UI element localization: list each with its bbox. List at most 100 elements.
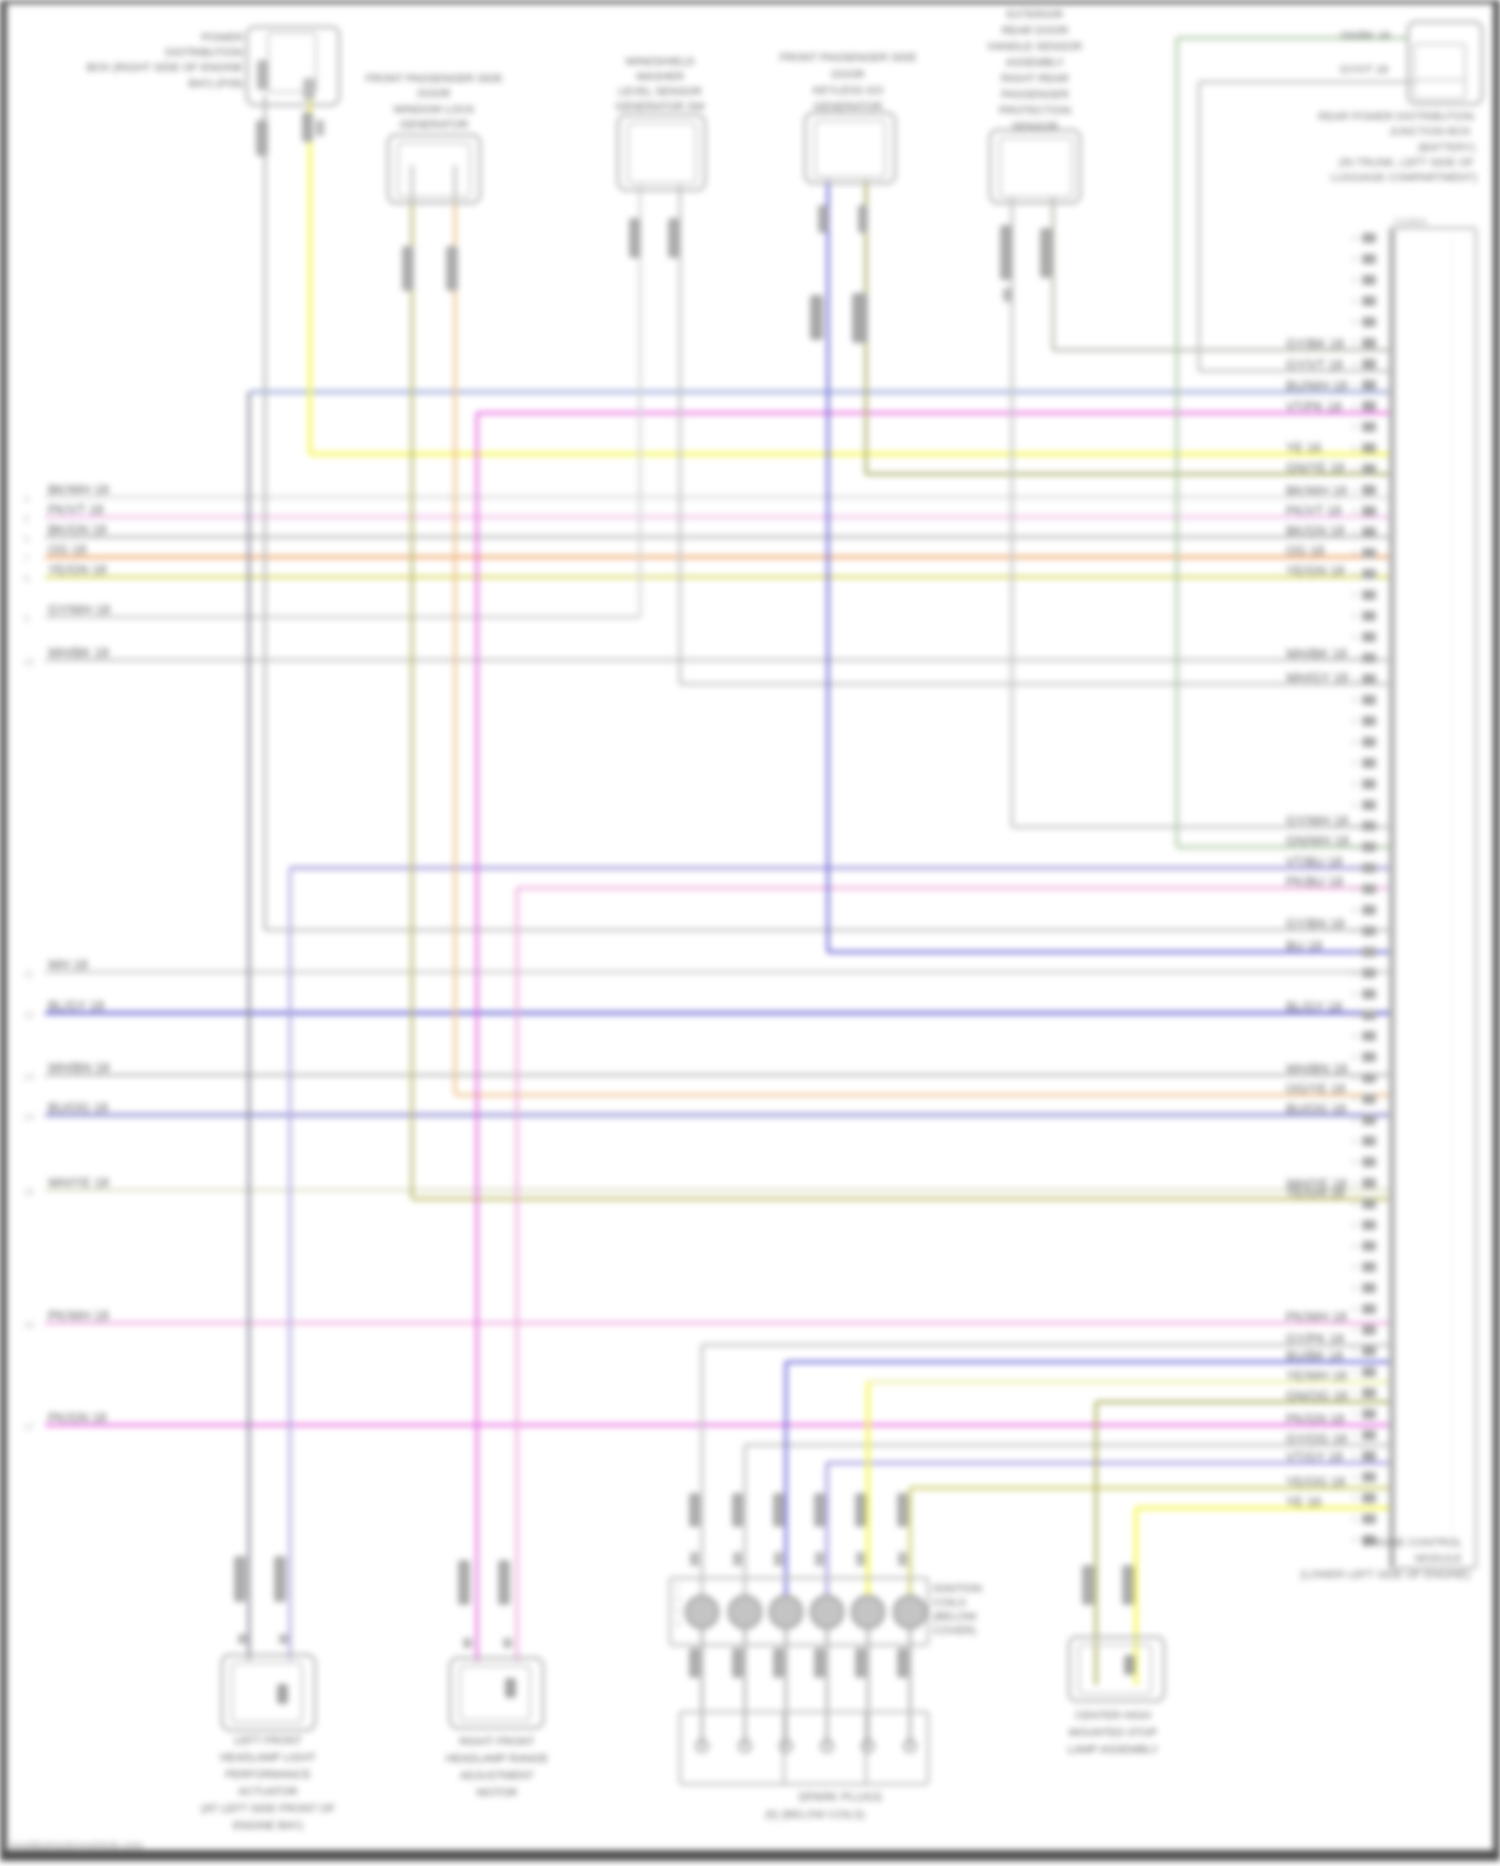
svg-text:BU/WH 18: BU/WH 18 [1286,378,1347,393]
svg-text:WINDOW LOCK: WINDOW LOCK [393,104,475,116]
svg-text:9: 9 [1352,1326,1357,1335]
svg-text:LEVEL SENSOR: LEVEL SENSOR [618,86,701,98]
svg-text:WH/BK 18: WH/BK 18 [48,645,109,660]
svg-text:GY/BK 18: GY/BK 18 [1286,336,1344,351]
svg-text:GY/OG 18: GY/OG 18 [1286,1431,1347,1446]
svg-text:9: 9 [1352,507,1357,516]
svg-text:9: 9 [1352,1179,1357,1188]
svg-text:IGNITION: IGNITION [933,1583,982,1595]
svg-text:WH 18: WH 18 [48,957,88,972]
svg-text:9: 9 [1352,1494,1357,1503]
svg-text:(AT LEFT SIDE FRONT OF: (AT LEFT SIDE FRONT OF [201,1803,336,1815]
svg-text:GN/WH 18: GN/WH 18 [1286,833,1349,848]
svg-text:BL/GY 18: BL/GY 18 [48,998,104,1013]
svg-text:1: 1 [676,1583,681,1592]
svg-text:BU/BK 18: BU/BK 18 [1286,1348,1343,1363]
svg-text:SENSOR: SENSOR [1012,121,1059,133]
svg-text:9: 9 [1352,1452,1357,1461]
svg-text:10: 10 [24,657,34,667]
svg-text:9: 9 [1352,1305,1357,1314]
svg-text:2: 2 [676,1595,681,1604]
svg-text:7: 7 [24,554,29,564]
svg-text:OG/YE 18: OG/YE 18 [1286,1081,1345,1096]
svg-text:PK/BU 18: PK/BU 18 [1286,874,1343,889]
svg-text:9: 9 [1352,654,1357,663]
svg-text:COVER): COVER) [933,1625,976,1637]
svg-text:CENTER HIGH: CENTER HIGH [1075,1710,1151,1722]
svg-text:MOUNTED STOP: MOUNTED STOP [1069,1727,1157,1739]
svg-text:DISTRIBUTION: DISTRIBUTION [165,47,243,59]
svg-text:HEADLAMP LIGHT: HEADLAMP LIGHT [220,1752,316,1764]
svg-text:LUGGAGE COMPARTMENT): LUGGAGE COMPARTMENT) [1331,172,1477,184]
svg-text:EXTERIOR: EXTERIOR [1007,9,1063,21]
svg-text:troubleshootmyvehicle.com: troubleshootmyvehicle.com [10,1840,143,1852]
svg-text:RIGHT FRONT: RIGHT FRONT [460,1736,535,1748]
svg-text:9: 9 [1352,696,1357,705]
svg-text:9: 9 [1352,1116,1357,1125]
svg-text:9: 9 [1352,1389,1357,1398]
svg-text:9: 9 [1352,1473,1357,1482]
svg-text:PASSENGER: PASSENGER [1001,89,1069,101]
svg-text:9: 9 [1352,906,1357,915]
svg-text:9: 9 [1352,1368,1357,1377]
svg-text:COILS: COILS [933,1597,966,1609]
svg-text:9: 9 [1352,1431,1357,1440]
svg-text:BU 18: BU 18 [1286,938,1322,953]
svg-text:HEADLAMP RANGE: HEADLAMP RANGE [446,1753,549,1765]
svg-text:YE/WH 18: YE/WH 18 [1286,1368,1347,1383]
svg-text:9: 9 [1352,633,1357,642]
svg-text:9: 9 [1352,1032,1357,1041]
svg-text:BK/WH 18: BK/WH 18 [1286,483,1347,498]
svg-text:BOX (RIGHT SIDE OF ENGINE: BOX (RIGHT SIDE OF ENGINE [87,62,243,74]
svg-text:GENERATOR SW: GENERATOR SW [615,101,705,113]
svg-text:4: 4 [24,494,29,504]
svg-text:9: 9 [1352,444,1357,453]
svg-text:9: 9 [1352,465,1357,474]
svg-text:14: 14 [24,1112,34,1122]
svg-text:(BELOW: (BELOW [933,1611,977,1623]
svg-text:9: 9 [1352,990,1357,999]
svg-text:VT/PK 18: VT/PK 18 [1286,399,1342,414]
svg-text:PK/VT 18: PK/VT 18 [1286,503,1341,518]
svg-text:PK/VT 18: PK/VT 18 [48,502,103,517]
svg-text:YE/GN 18: YE/GN 18 [1286,563,1345,578]
svg-text:9: 9 [1352,381,1357,390]
svg-text:GN/OG 18: GN/OG 18 [1286,1388,1347,1403]
svg-text:9: 9 [1352,969,1357,978]
svg-text:9: 9 [1352,276,1357,285]
svg-text:9: 9 [1352,1347,1357,1356]
svg-text:9: 9 [1352,843,1357,852]
svg-text:BU/OG 18: BU/OG 18 [48,1100,108,1115]
svg-text:PK/GN 18: PK/GN 18 [1286,1411,1345,1426]
svg-text:VT/GY 18: VT/GY 18 [1286,1449,1343,1464]
svg-text:9: 9 [1352,423,1357,432]
svg-text:WASHER: WASHER [636,71,684,83]
svg-text:PERFORMANCE: PERFORMANCE [225,1769,311,1781]
svg-text:DOOR: DOOR [418,88,451,100]
svg-text:9: 9 [1352,528,1357,537]
svg-text:3: 3 [676,1607,681,1616]
svg-text:BK/GN 18: BK/GN 18 [1286,523,1345,538]
svg-text:9: 9 [1352,1536,1357,1545]
svg-text:(LOWER LEFT SIDE OF ENGINE): (LOWER LEFT SIDE OF ENGINE) [1300,1569,1470,1581]
svg-text:C2280A: C2280A [1394,217,1427,227]
svg-text:GY/PK 18: GY/PK 18 [1286,1331,1344,1346]
svg-text:FRONT PASSENGER SIDE: FRONT PASSENGER SIDE [779,52,916,64]
svg-text:PK/GN 18: PK/GN 18 [48,1410,107,1425]
svg-text:9: 9 [1352,1137,1357,1146]
svg-text:GN/YE 18: GN/YE 18 [1286,460,1345,475]
svg-text:9: 9 [1352,234,1357,243]
svg-text:9: 9 [1352,822,1357,831]
svg-text:KEYLESS GO: KEYLESS GO [813,85,884,97]
svg-text:WH/YE 18: WH/YE 18 [48,1175,109,1190]
svg-text:8: 8 [24,574,29,584]
svg-text:MOTOR: MOTOR [477,1787,518,1799]
svg-text:9: 9 [1352,1284,1357,1293]
svg-text:WH/BN 18: WH/BN 18 [48,1060,109,1075]
svg-text:9: 9 [1352,675,1357,684]
svg-text:9: 9 [1352,612,1357,621]
svg-text:9: 9 [1352,864,1357,873]
svg-text:9: 9 [1352,948,1357,957]
svg-text:WH/GY 18: WH/GY 18 [1286,670,1348,685]
svg-text:9: 9 [1352,339,1357,348]
